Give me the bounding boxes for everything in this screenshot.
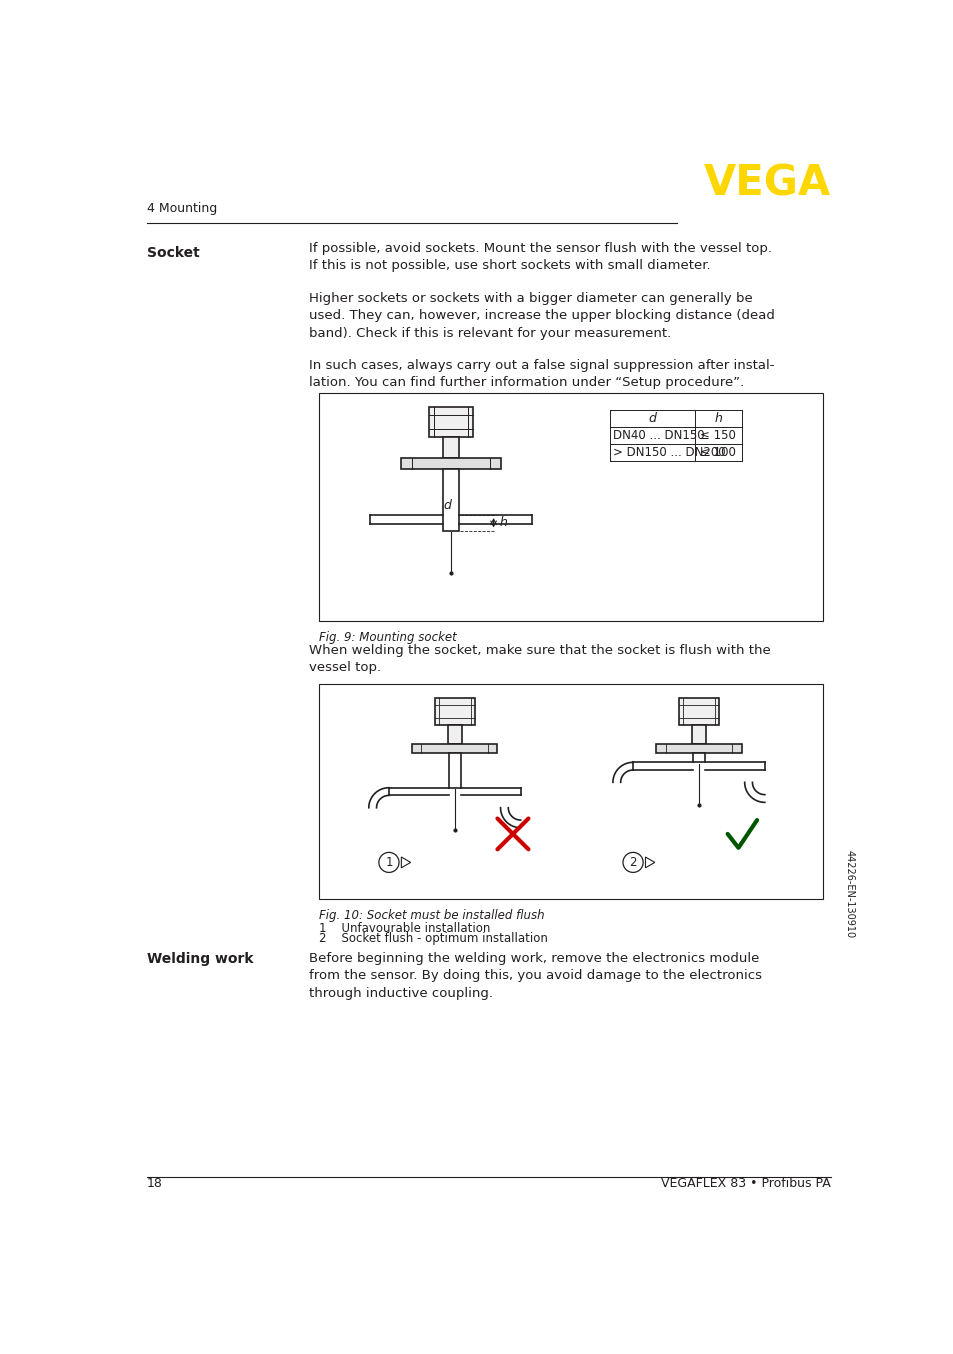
Bar [443,468,458,531]
Text: > DN150 ... DN200: > DN150 ... DN200 [612,447,725,459]
Text: 18: 18 [147,1178,163,1190]
Bar [429,408,472,436]
Text: h: h [714,413,721,425]
Text: Fig. 10: Socket must be installed flush: Fig. 10: Socket must be installed flush [319,909,544,922]
Text: 2: 2 [629,856,637,869]
Text: In such cases, always carry out a false signal suppression after instal-
lation.: In such cases, always carry out a false … [309,359,774,390]
Text: d: d [648,413,656,425]
Bar [447,726,461,743]
Circle shape [622,853,642,872]
Polygon shape [645,857,654,868]
Bar [443,436,458,458]
Text: d: d [443,500,451,512]
Text: h: h [499,516,507,529]
Circle shape [378,853,398,872]
Bar [691,726,705,743]
Bar [679,697,719,726]
Text: Fig. 9: Mounting socket: Fig. 9: Mounting socket [319,631,456,645]
Text: 2    Socket flush - optimum installation: 2 Socket flush - optimum installation [319,933,548,945]
Text: 4 Mounting: 4 Mounting [147,202,217,215]
Text: VEGA: VEGA [702,162,830,204]
Bar [656,743,740,753]
Bar [435,697,475,726]
Text: VEGAFLEX 83 • Profibus PA: VEGAFLEX 83 • Profibus PA [660,1178,830,1190]
Bar [692,753,704,762]
Text: Socket: Socket [147,245,200,260]
Bar [400,458,500,468]
Text: If possible, avoid sockets. Mount the sensor flush with the vessel top.
If this : If possible, avoid sockets. Mount the se… [309,242,771,272]
Text: 44226-EN-130910: 44226-EN-130910 [843,850,853,938]
Bar [412,743,497,753]
Bar [319,684,822,899]
Bar [319,394,822,620]
Text: ≤ 150: ≤ 150 [700,429,736,443]
Bar [448,753,460,788]
Text: 1: 1 [385,856,393,869]
Polygon shape [401,857,410,868]
Text: DN40 ... DN150: DN40 ... DN150 [612,429,704,443]
Text: Higher sockets or sockets with a bigger diameter can generally be
used. They can: Higher sockets or sockets with a bigger … [309,292,774,340]
Text: ≤ 100: ≤ 100 [700,447,736,459]
Text: Welding work: Welding work [147,952,253,965]
Text: Before beginning the welding work, remove the electronics module
from the sensor: Before beginning the welding work, remov… [309,952,761,999]
Text: When welding the socket, make sure that the socket is flush with the
vessel top.: When welding the socket, make sure that … [309,643,770,674]
Text: 1    Unfavourable installation: 1 Unfavourable installation [319,922,490,934]
